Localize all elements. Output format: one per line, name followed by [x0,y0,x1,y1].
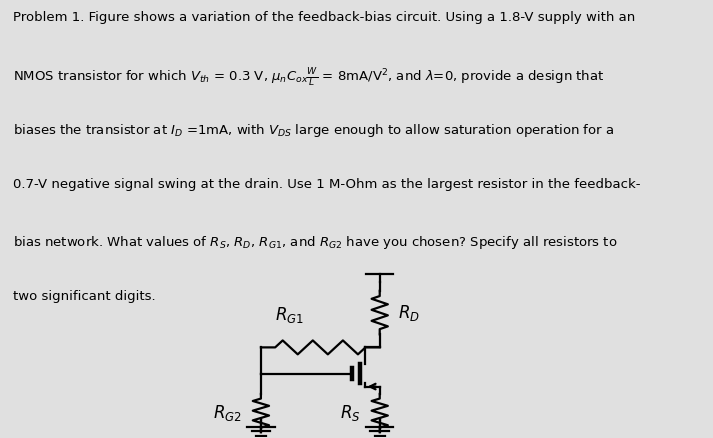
Text: biases the transistor at $I_D$ =1mA, with $V_{DS}$ large enough to allow saturat: biases the transistor at $I_D$ =1mA, wit… [13,122,614,139]
Text: $R_{G2}$: $R_{G2}$ [213,403,242,423]
Text: bias network. What values of $R_S$, $R_D$, $R_{G1}$, and $R_{G2}$ have you chose: bias network. What values of $R_S$, $R_D… [13,234,617,251]
Text: $R_D$: $R_D$ [399,303,421,322]
Text: 0.7-V negative signal swing at the drain. Use 1 M-Ohm as the largest resistor in: 0.7-V negative signal swing at the drain… [13,178,640,191]
Text: $R_S$: $R_S$ [340,403,361,423]
Text: $R_{G1}$: $R_{G1}$ [275,305,304,325]
Text: two significant digits.: two significant digits. [13,290,155,303]
Text: Problem 1. Figure shows a variation of the feedback-bias circuit. Using a 1.8-V : Problem 1. Figure shows a variation of t… [13,11,635,24]
Text: NMOS transistor for which $V_{th}$ = 0.3 V, $\mu_n C_{ox}\frac{W}{L}$ = 8mA/V$^2: NMOS transistor for which $V_{th}$ = 0.3… [13,67,604,89]
